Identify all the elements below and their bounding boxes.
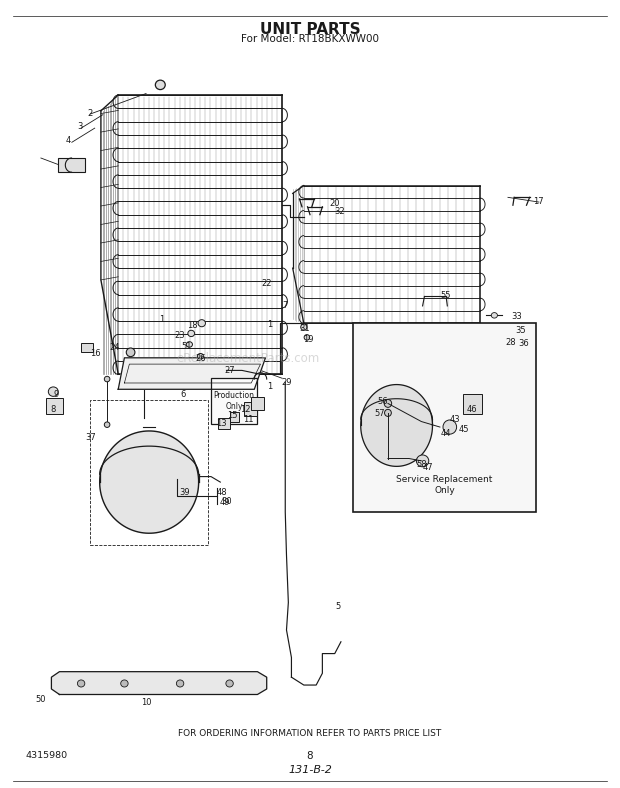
Ellipse shape [384,400,392,407]
Text: FOR ORDERING INFORMATION REFER TO PARTS PRICE LIST: FOR ORDERING INFORMATION REFER TO PARTS … [179,730,441,738]
Text: 43: 43 [450,414,460,424]
Ellipse shape [197,354,203,359]
Text: 45: 45 [458,425,469,434]
Text: 9: 9 [54,389,59,399]
Text: 7: 7 [283,301,288,310]
Bar [353,323,536,512]
Text: 55: 55 [441,292,451,300]
Text: Production
Only: Production Only [214,392,255,411]
Text: 20: 20 [329,199,340,208]
Text: 58: 58 [416,460,427,470]
Ellipse shape [443,420,456,434]
Text: 23: 23 [175,331,185,340]
Ellipse shape [104,377,110,382]
Ellipse shape [126,348,135,357]
Text: 36: 36 [518,339,529,348]
Text: 12: 12 [240,405,250,414]
Ellipse shape [304,335,310,340]
Text: 57: 57 [374,409,384,418]
Text: 1: 1 [159,314,164,324]
Ellipse shape [48,387,58,396]
Bar [91,400,208,545]
Ellipse shape [491,340,497,345]
Text: 11: 11 [243,415,254,425]
Text: 1: 1 [267,381,272,391]
Bar [229,412,239,422]
Text: 37: 37 [86,433,96,442]
Text: 4: 4 [66,136,71,145]
Bar [211,378,257,424]
Text: 33: 33 [512,312,522,322]
Text: 5: 5 [335,602,340,611]
Text: 4315980: 4315980 [25,751,68,760]
Text: 46: 46 [467,405,477,414]
Ellipse shape [301,324,307,330]
Text: 6: 6 [180,389,186,399]
Text: 39: 39 [180,488,190,496]
Text: Service Replacement
Only: Service Replacement Only [396,475,493,495]
Text: 48: 48 [217,488,228,496]
Polygon shape [118,358,265,389]
Text: eReplacementParts.com: eReplacementParts.com [177,352,320,365]
Ellipse shape [156,80,166,90]
Text: For Model: RT18BKXWW00: For Model: RT18BKXWW00 [241,34,379,44]
Text: 35: 35 [515,325,526,335]
Text: 56: 56 [378,397,388,407]
Text: 26: 26 [195,354,206,363]
Bar [218,418,229,429]
Text: 15: 15 [228,411,238,420]
Polygon shape [100,431,198,533]
Text: 24: 24 [110,343,120,352]
Ellipse shape [176,680,184,687]
Text: 16: 16 [90,348,100,358]
Text: 18: 18 [187,321,198,330]
Ellipse shape [78,680,85,687]
Text: 2: 2 [88,109,93,117]
Text: 8: 8 [307,751,313,761]
Ellipse shape [384,409,391,416]
Text: 28: 28 [506,338,516,348]
Text: 10: 10 [141,698,151,707]
Polygon shape [51,671,267,694]
Text: 44: 44 [441,429,451,438]
Ellipse shape [104,422,110,427]
Text: 32: 32 [334,207,345,216]
Bar [463,394,482,414]
Ellipse shape [417,455,429,466]
Ellipse shape [491,313,497,318]
Text: 49: 49 [220,498,231,507]
Bar [251,397,264,410]
Ellipse shape [121,680,128,687]
Ellipse shape [198,320,205,327]
Ellipse shape [188,330,195,336]
Ellipse shape [186,342,192,348]
Text: 19: 19 [304,335,314,344]
Text: 8: 8 [51,405,56,414]
Ellipse shape [491,326,497,332]
Text: 13: 13 [216,419,226,429]
Text: 27: 27 [224,366,235,375]
Text: 51: 51 [181,341,192,351]
Polygon shape [361,385,433,466]
Text: 30: 30 [221,497,232,506]
Text: 131-B-2: 131-B-2 [288,765,332,775]
Text: 22: 22 [262,280,272,288]
Text: 47: 47 [422,463,433,472]
Text: 50: 50 [36,695,46,704]
Bar [46,398,63,414]
Text: 29: 29 [281,377,292,387]
Text: UNIT PARTS: UNIT PARTS [260,21,360,36]
Text: 3: 3 [77,122,82,131]
Text: 17: 17 [534,197,544,206]
Bar [244,402,257,416]
Text: 31: 31 [299,324,311,333]
Bar [58,158,86,172]
Bar [81,343,94,352]
Text: 1: 1 [267,320,272,329]
Ellipse shape [226,680,233,687]
